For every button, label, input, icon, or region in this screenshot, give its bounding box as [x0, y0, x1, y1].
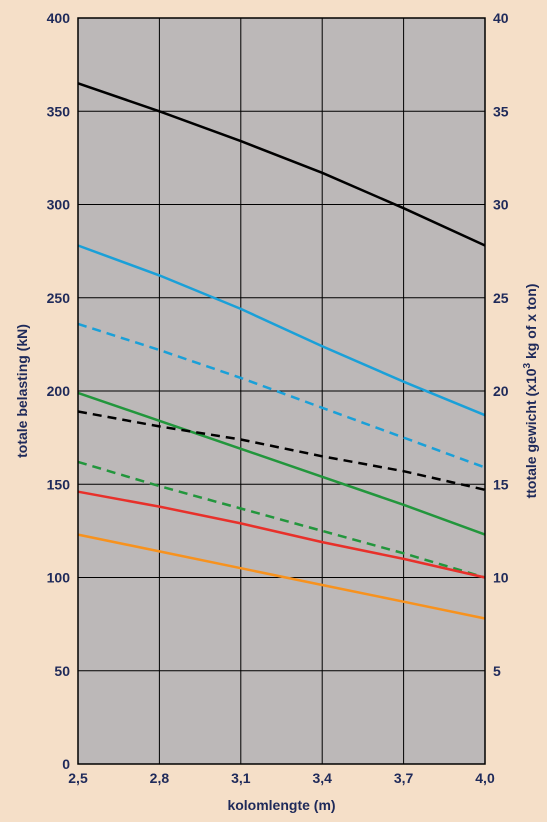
- y-tick-label-left: 100: [47, 570, 71, 586]
- x-tick-label: 4,0: [475, 770, 495, 786]
- y-tick-label-left: 400: [47, 10, 71, 26]
- y-tick-label-right: 5: [493, 663, 501, 679]
- plot-frame: [77, 17, 486, 765]
- x-tick-label: 2,8: [150, 770, 170, 786]
- x-tick-label: 3,1: [231, 770, 251, 786]
- y-axis-label-right-suffix: kg of x ton): [523, 284, 539, 363]
- y-tick-label-left: 200: [47, 383, 71, 399]
- y-axis-label-left: totale belasting (kN): [14, 324, 30, 458]
- series-line-1: [77, 82, 486, 247]
- y-axis-label-right-prefix: ttotale gewicht (x10: [523, 368, 539, 498]
- y-tick-label-left: 300: [47, 197, 71, 213]
- series-line-4: [77, 391, 486, 536]
- y-tick-label-right: 30: [493, 197, 509, 213]
- series-line-7: [77, 490, 486, 579]
- series-line-6: [77, 460, 486, 579]
- series-line-8: [77, 533, 486, 620]
- y-tick-label-right: 10: [493, 570, 509, 586]
- y-tick-label-left: 150: [47, 476, 71, 492]
- x-tick-label: 2,5: [68, 770, 88, 786]
- series-line-2: [77, 244, 486, 417]
- series-lines: [77, 82, 486, 620]
- y-tick-label-right: 35: [493, 103, 509, 119]
- y-tick-label-left: 350: [47, 103, 71, 119]
- y-axis-label-right: ttotale gewicht (x103 kg of x ton): [522, 284, 539, 499]
- y-tick-label-right: 20: [493, 383, 509, 399]
- x-axis-label: kolomlengte (m): [227, 797, 335, 813]
- series-line-5: [77, 410, 486, 492]
- series-line-3: [77, 322, 486, 469]
- y-tick-label-right: 15: [493, 476, 509, 492]
- x-tick-label: 3,7: [394, 770, 414, 786]
- tick-labels: 2,5 2,8 3,1 3,4 3,7 4,0 0 50 100 150 200 250 300 350 4…: [47, 10, 509, 786]
- y-tick-label-left: 250: [47, 290, 71, 306]
- y-tick-label-right: 25: [493, 290, 509, 306]
- y-tick-label-right: 40: [493, 10, 509, 26]
- x-tick-label: 3,4: [312, 770, 332, 786]
- y-tick-label-left: 50: [54, 663, 70, 679]
- y-axis-label-right-superscript: 3: [522, 362, 533, 368]
- y-tick-label-left: 0: [62, 756, 70, 772]
